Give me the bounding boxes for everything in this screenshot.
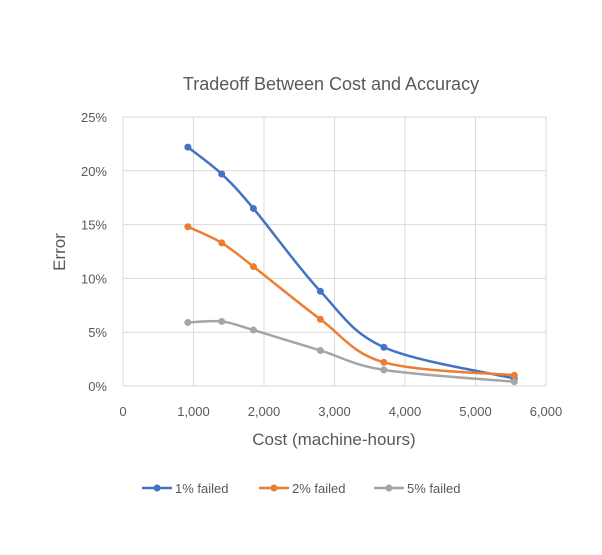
y-tick-label: 5% <box>88 325 107 340</box>
legend: 1% failed 2% failed 5% failed <box>142 481 460 496</box>
y-tick-label: 20% <box>81 164 107 179</box>
y-tick-label: 15% <box>81 218 107 233</box>
x-tick-label: 1,000 <box>177 404 210 419</box>
tick-labels: 0% 5% 10% 15% 20% 25% 0 1,000 2,000 3,000 4,000 5,0… <box>81 110 562 419</box>
legend-label: 1% failed <box>175 481 228 496</box>
x-tick-label: 2,000 <box>248 404 281 419</box>
y-axis-title: Error <box>50 233 69 271</box>
data-point <box>316 315 324 323</box>
data-point <box>316 287 324 295</box>
legend-marker <box>153 484 161 492</box>
y-tick-label: 10% <box>81 271 107 286</box>
data-point <box>249 326 257 334</box>
legend-marker <box>270 484 278 492</box>
series-line <box>186 145 516 380</box>
y-tick-label: 25% <box>81 110 107 125</box>
x-tick-label: 5,000 <box>459 404 492 419</box>
legend-label: 5% failed <box>407 481 460 496</box>
data-point <box>380 358 388 366</box>
legend-marker <box>385 484 393 492</box>
data-point <box>218 317 226 325</box>
x-tick-label: 0 <box>119 404 126 419</box>
data-point <box>184 319 192 327</box>
legend-label: 2% failed <box>292 481 345 496</box>
data-point <box>380 366 388 374</box>
data-point <box>510 371 518 379</box>
x-axis-title: Cost (machine-hours) <box>252 430 415 449</box>
data-point <box>249 263 257 271</box>
data-point <box>184 223 192 231</box>
data-point <box>249 204 257 212</box>
data-point <box>510 378 518 386</box>
x-tick-label: 3,000 <box>318 404 351 419</box>
x-tick-label: 6,000 <box>530 404 563 419</box>
data-point <box>218 170 226 178</box>
data-point <box>184 143 192 151</box>
data-point <box>316 346 324 354</box>
data-point <box>218 239 226 247</box>
chart-title: Tradeoff Between Cost and Accuracy <box>183 74 479 94</box>
series-lines <box>184 143 518 386</box>
y-tick-label: 0% <box>88 379 107 394</box>
gridlines <box>122 116 547 387</box>
data-point <box>380 343 388 351</box>
series-line <box>186 225 516 377</box>
x-tick-label: 4,000 <box>389 404 422 419</box>
